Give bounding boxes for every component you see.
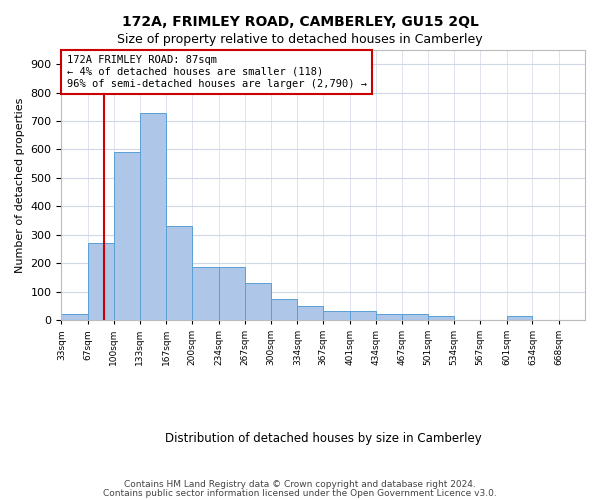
Text: Contains HM Land Registry data © Crown copyright and database right 2024.: Contains HM Land Registry data © Crown c… <box>124 480 476 489</box>
Bar <box>376 314 401 320</box>
Bar <box>245 283 271 320</box>
Bar <box>298 306 323 320</box>
Bar <box>88 243 114 320</box>
Bar <box>61 314 88 320</box>
Text: 172A FRIMLEY ROAD: 87sqm
← 4% of detached houses are smaller (118)
96% of semi-d: 172A FRIMLEY ROAD: 87sqm ← 4% of detache… <box>67 56 367 88</box>
Bar <box>193 268 219 320</box>
Bar <box>506 316 532 320</box>
Bar <box>219 268 245 320</box>
Bar <box>271 298 298 320</box>
Bar <box>323 312 350 320</box>
X-axis label: Distribution of detached houses by size in Camberley: Distribution of detached houses by size … <box>165 432 482 445</box>
Text: Contains public sector information licensed under the Open Government Licence v3: Contains public sector information licen… <box>103 489 497 498</box>
Text: Size of property relative to detached houses in Camberley: Size of property relative to detached ho… <box>117 32 483 46</box>
Bar <box>350 312 376 320</box>
Text: 172A, FRIMLEY ROAD, CAMBERLEY, GU15 2QL: 172A, FRIMLEY ROAD, CAMBERLEY, GU15 2QL <box>122 15 478 29</box>
Bar <box>428 316 454 320</box>
Y-axis label: Number of detached properties: Number of detached properties <box>15 98 25 272</box>
Bar <box>401 314 428 320</box>
Bar <box>166 226 193 320</box>
Bar <box>140 112 166 320</box>
Bar <box>114 152 140 320</box>
